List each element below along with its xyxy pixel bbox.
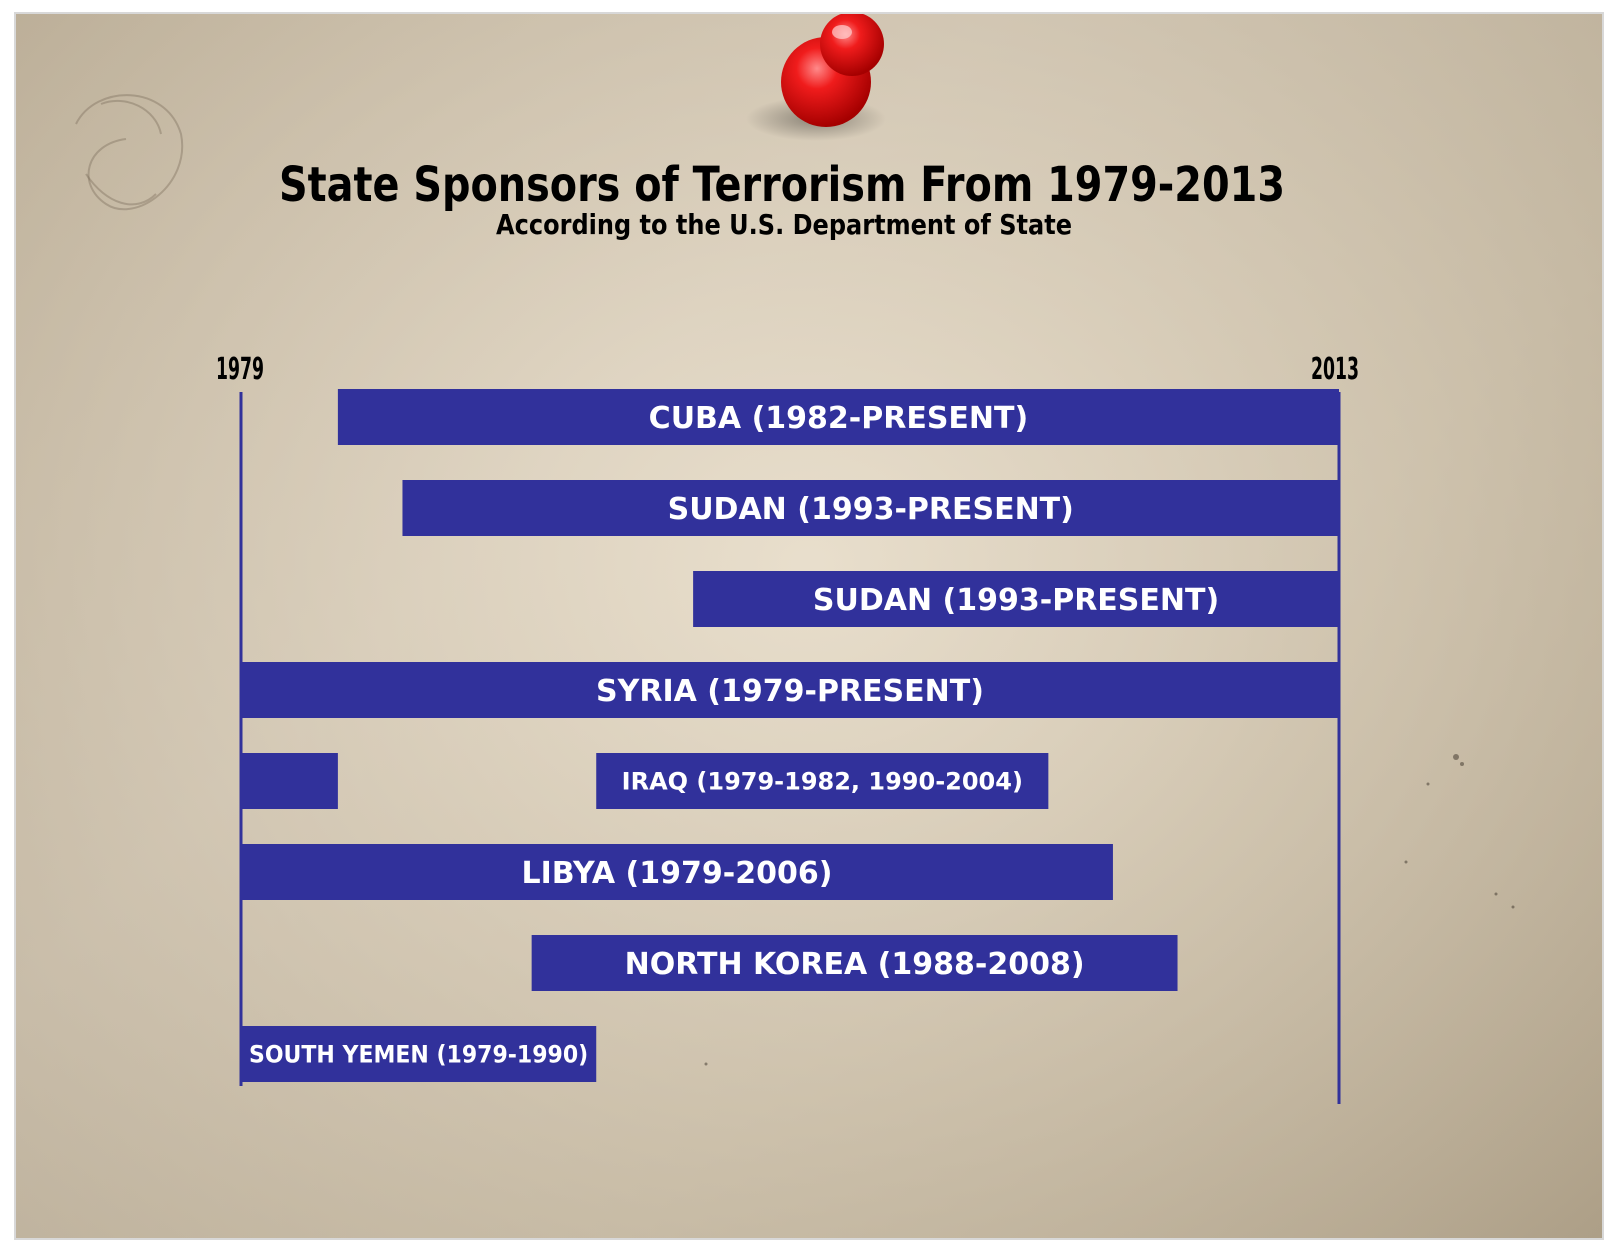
bar-label: NORTH KOREA (1988-2008): [625, 947, 1085, 982]
bar-label: LIBYA (1979-2006): [522, 856, 833, 891]
chart-subtitle: According to the U.S. Department of Stat…: [496, 208, 1072, 241]
bar-segment: [241, 753, 338, 809]
bar-label: SYRIA (1979-PRESENT): [596, 674, 984, 709]
bar-label: SUDAN (1993-PRESENT): [813, 583, 1219, 618]
paper-background: State Sponsors of Terrorism From 1979-20…: [16, 14, 1602, 1238]
axis-start-label: 1979: [216, 352, 264, 387]
bar-label: SUDAN (1993-PRESENT): [668, 492, 1074, 527]
chart-title: State Sponsors of Terrorism From 1979-20…: [279, 157, 1285, 213]
chart: State Sponsors of Terrorism From 1979-20…: [16, 14, 1602, 1238]
axis-end-label: 2013: [1311, 352, 1359, 387]
bar-label: SOUTH YEMEN (1979-1990): [249, 1041, 588, 1069]
bar-label: CUBA (1982-PRESENT): [649, 401, 1029, 436]
pushpin-icon: [746, 14, 886, 141]
bars-group: CUBA (1982-PRESENT) SUDAN (1993-PRESENT) S…: [241, 389, 1339, 1082]
bar-label: IRAQ (1979-1982, 1990-2004): [622, 768, 1023, 796]
